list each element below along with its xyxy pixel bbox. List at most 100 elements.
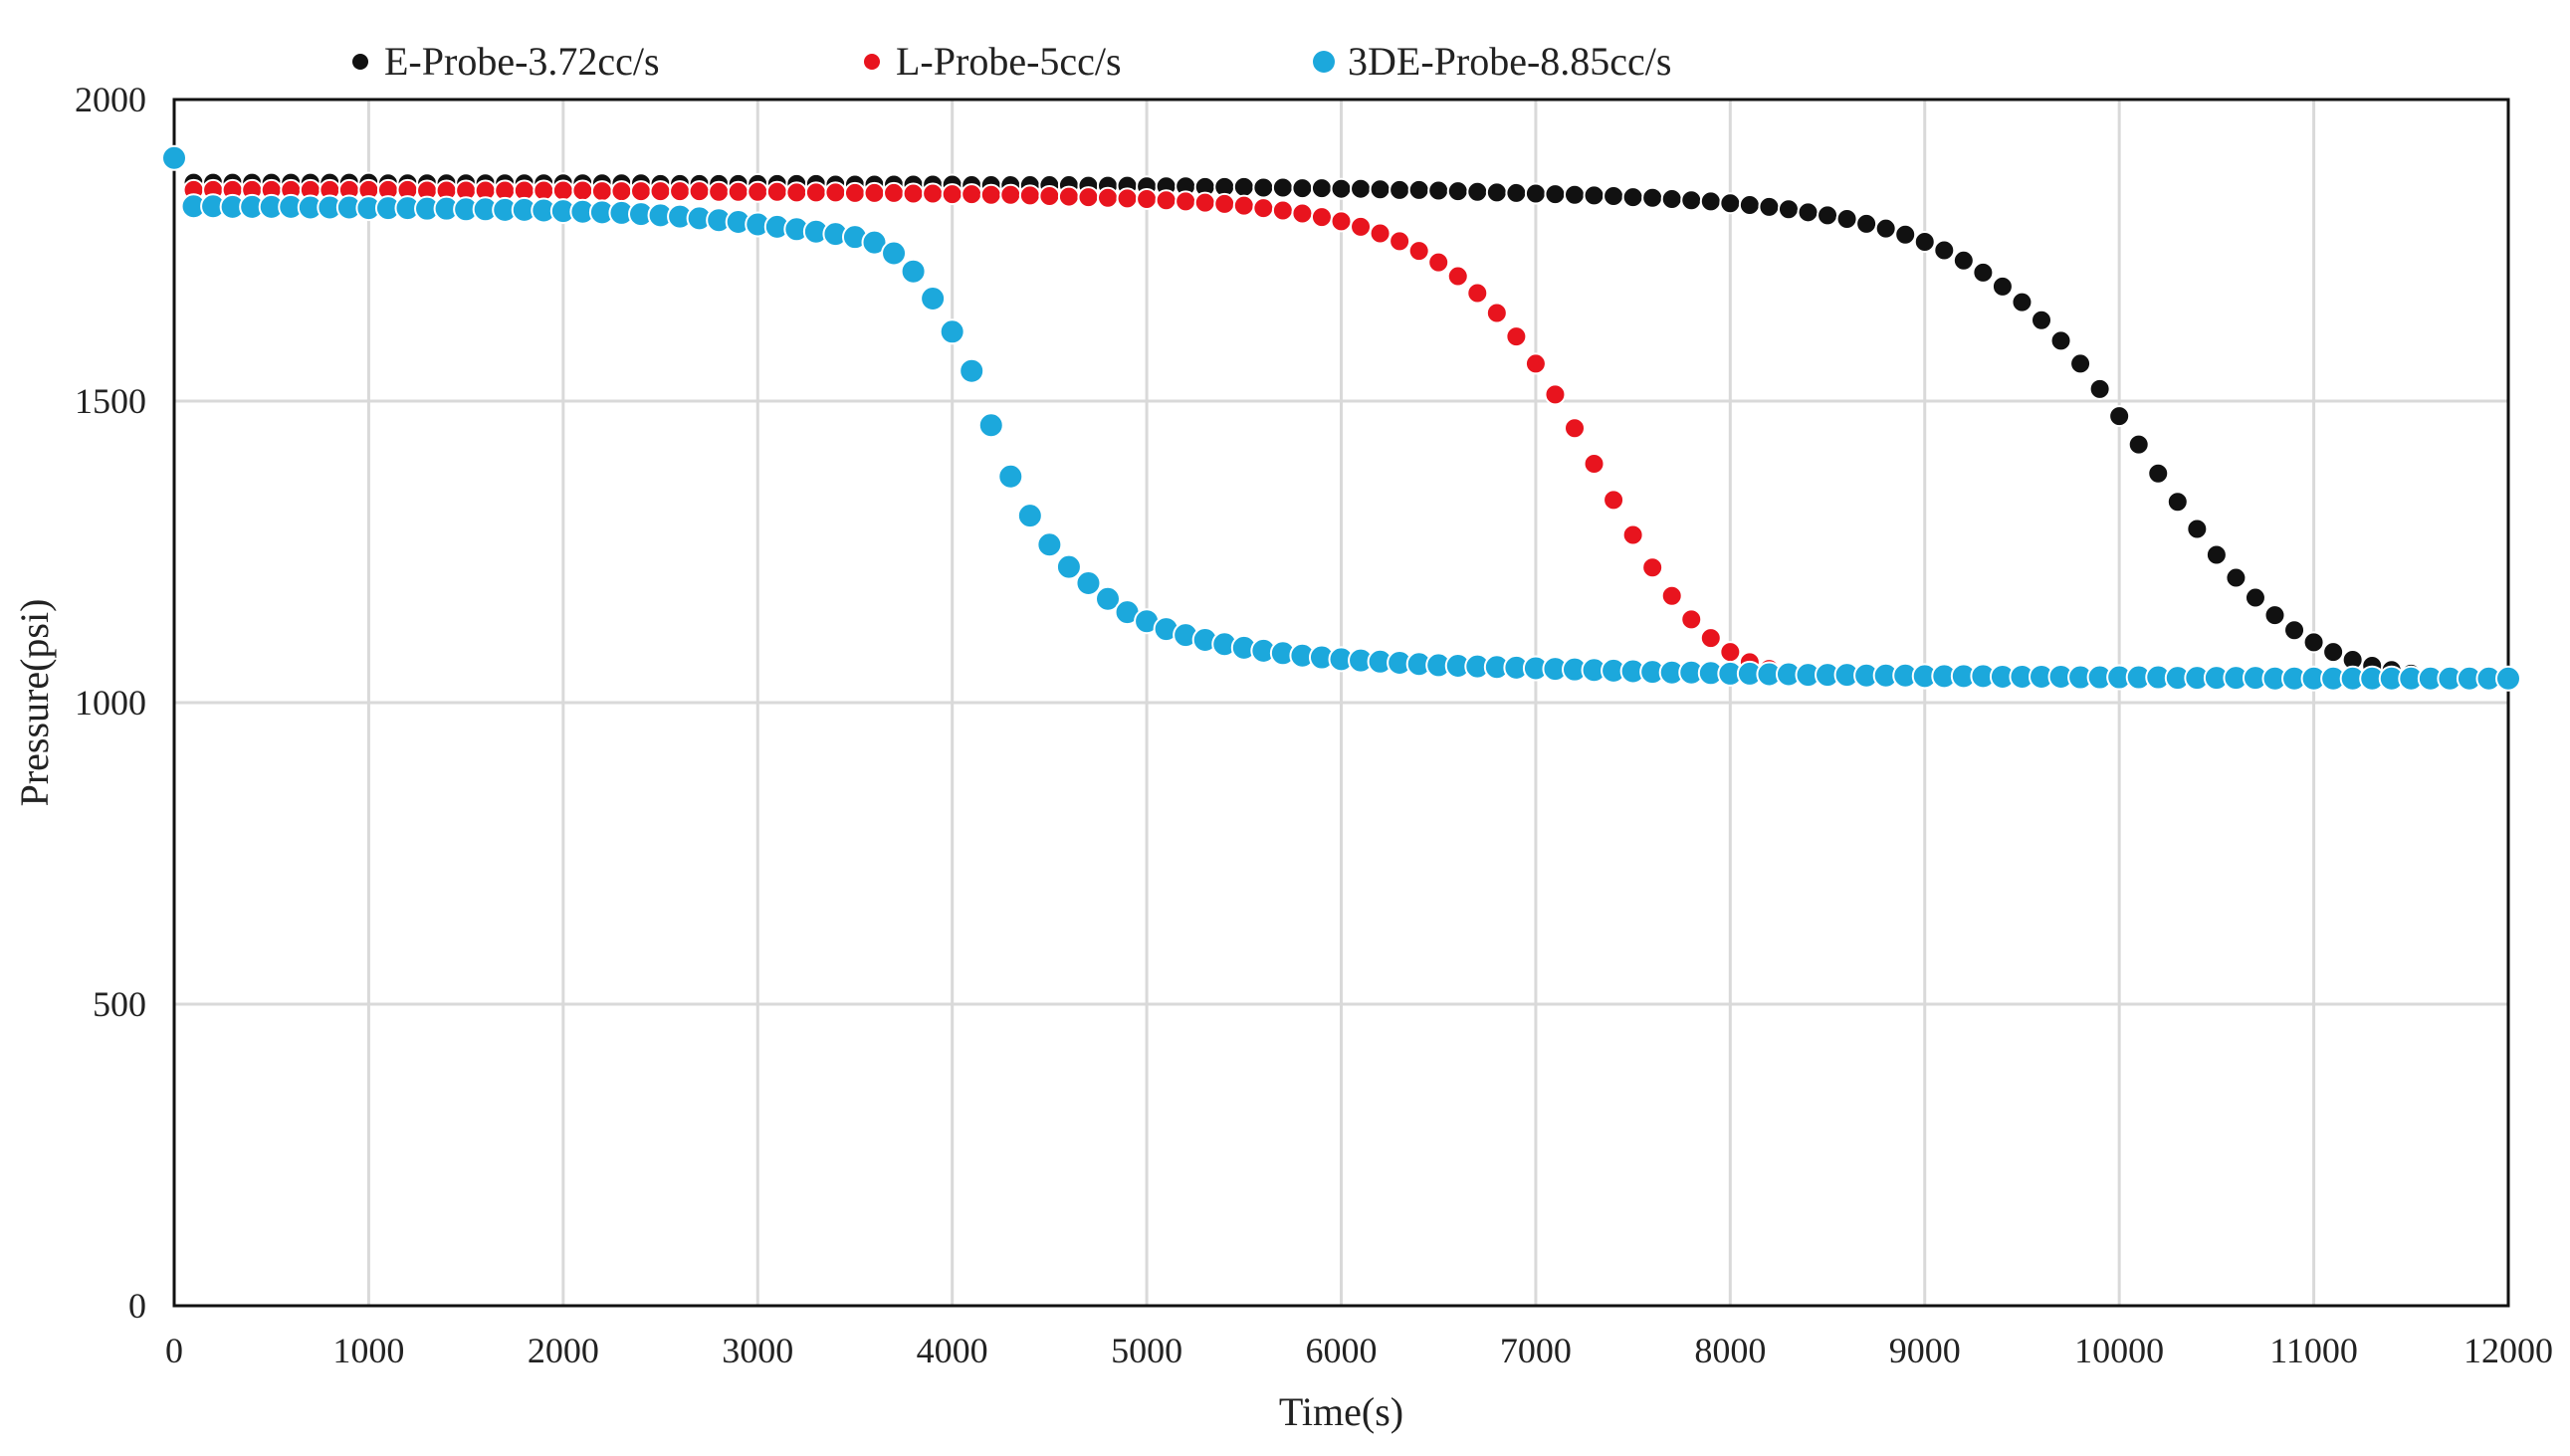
data-point — [590, 180, 613, 203]
data-point — [1660, 187, 1683, 210]
data-point — [939, 318, 965, 345]
data-point — [1524, 182, 1547, 205]
data-point — [1136, 187, 1159, 210]
data-point — [1699, 627, 1722, 650]
legend-item-1: L-Probe-5cc/s — [864, 39, 1122, 84]
data-point — [1252, 176, 1275, 199]
data-point — [765, 180, 788, 203]
data-point — [2108, 405, 2131, 428]
data-point — [1389, 178, 1411, 201]
data-point — [1097, 186, 1119, 209]
data-point — [920, 285, 947, 312]
data-point — [2127, 433, 2150, 456]
y-axis-tick-labels: 0 500 1000 1500 2000 — [75, 80, 146, 1326]
data-point — [1485, 302, 1508, 324]
legend-label: E-Probe-3.72cc/s — [384, 39, 660, 84]
data-point — [843, 181, 866, 204]
data-point — [1835, 207, 1858, 230]
data-point — [1583, 184, 1606, 207]
y-tick-label: 500 — [93, 984, 146, 1024]
data-point — [1817, 204, 1839, 227]
data-point — [804, 181, 827, 204]
data-point — [2244, 586, 2266, 609]
y-tick-label: 1000 — [75, 683, 146, 723]
data-point — [979, 183, 1002, 206]
data-point — [1018, 184, 1041, 207]
data-point — [2495, 665, 2521, 692]
x-axis-tick-labels: 0 1000 2000 3000 4000 5000 6000 7000 8000 9000 100… — [165, 1331, 2553, 1370]
data-point — [1641, 556, 1664, 579]
data-point — [1913, 231, 1936, 254]
data-point — [1680, 608, 1703, 631]
data-point — [1213, 192, 1236, 215]
data-point — [1193, 191, 1216, 214]
data-point — [1116, 187, 1139, 210]
data-point — [1310, 177, 1333, 200]
x-tick-label: 9000 — [1889, 1331, 1961, 1370]
x-tick-label: 4000 — [917, 1331, 988, 1370]
legend-marker — [864, 54, 880, 70]
y-axis-label: Pressure(psi) — [12, 599, 57, 807]
y-tick-label: 1500 — [75, 381, 146, 421]
data-point — [1777, 198, 1800, 221]
plot-area-frame — [172, 98, 2510, 1308]
legend: E-Probe-3.72cc/s L-Probe-5cc/s 3DE-Probe-8… — [352, 39, 1671, 84]
data-point — [1330, 177, 1353, 200]
data-point — [1271, 176, 1294, 199]
data-point — [1505, 181, 1528, 204]
data-point — [1427, 251, 1450, 274]
data-point — [2225, 566, 2248, 589]
data-point — [1738, 194, 1761, 217]
data-point — [922, 182, 945, 205]
data-point — [2011, 291, 2034, 313]
data-point — [2205, 543, 2228, 566]
data-point — [1894, 223, 1917, 246]
data-point — [1952, 249, 1975, 272]
data-point — [1075, 570, 1102, 597]
data-point — [1038, 184, 1061, 207]
x-tick-label: 8000 — [1694, 1331, 1766, 1370]
data-point — [1603, 489, 1625, 512]
data-point — [161, 144, 187, 171]
data-point — [883, 181, 906, 204]
data-point — [630, 180, 652, 203]
data-point — [1427, 179, 1450, 202]
legend-label: 3DE-Probe-8.85cc/s — [1348, 39, 1671, 84]
data-point — [1232, 194, 1255, 217]
data-point — [1972, 261, 1995, 284]
x-tick-label: 2000 — [528, 1331, 599, 1370]
data-point — [688, 180, 711, 203]
data-point — [1680, 189, 1703, 212]
data-point — [1175, 190, 1197, 213]
data-point — [2031, 309, 2052, 331]
data-point — [941, 183, 964, 206]
data-point — [1466, 282, 1489, 305]
data-point — [1407, 178, 1430, 201]
data-point — [1660, 584, 1683, 607]
data-point — [1603, 184, 1625, 207]
data-series — [161, 144, 2521, 692]
data-point — [708, 180, 731, 203]
data-point — [1310, 206, 1333, 229]
data-point — [1485, 181, 1508, 204]
data-point — [785, 181, 808, 204]
data-point — [997, 463, 1024, 490]
data-point — [1369, 178, 1392, 201]
data-point — [881, 240, 908, 267]
data-point — [1544, 383, 1567, 406]
data-point — [1446, 180, 1469, 203]
data-point — [2283, 619, 2306, 642]
data-point — [1077, 186, 1100, 209]
data-point — [959, 357, 985, 384]
data-point — [1252, 197, 1275, 220]
x-tick-label: 3000 — [722, 1331, 793, 1370]
data-point — [1758, 195, 1781, 218]
data-point — [1369, 222, 1392, 245]
data-point — [1505, 325, 1528, 348]
data-point — [863, 181, 886, 204]
data-point — [1407, 240, 1430, 263]
legend-marker — [352, 54, 368, 70]
data-point — [551, 179, 574, 202]
data-point — [1719, 641, 1742, 664]
